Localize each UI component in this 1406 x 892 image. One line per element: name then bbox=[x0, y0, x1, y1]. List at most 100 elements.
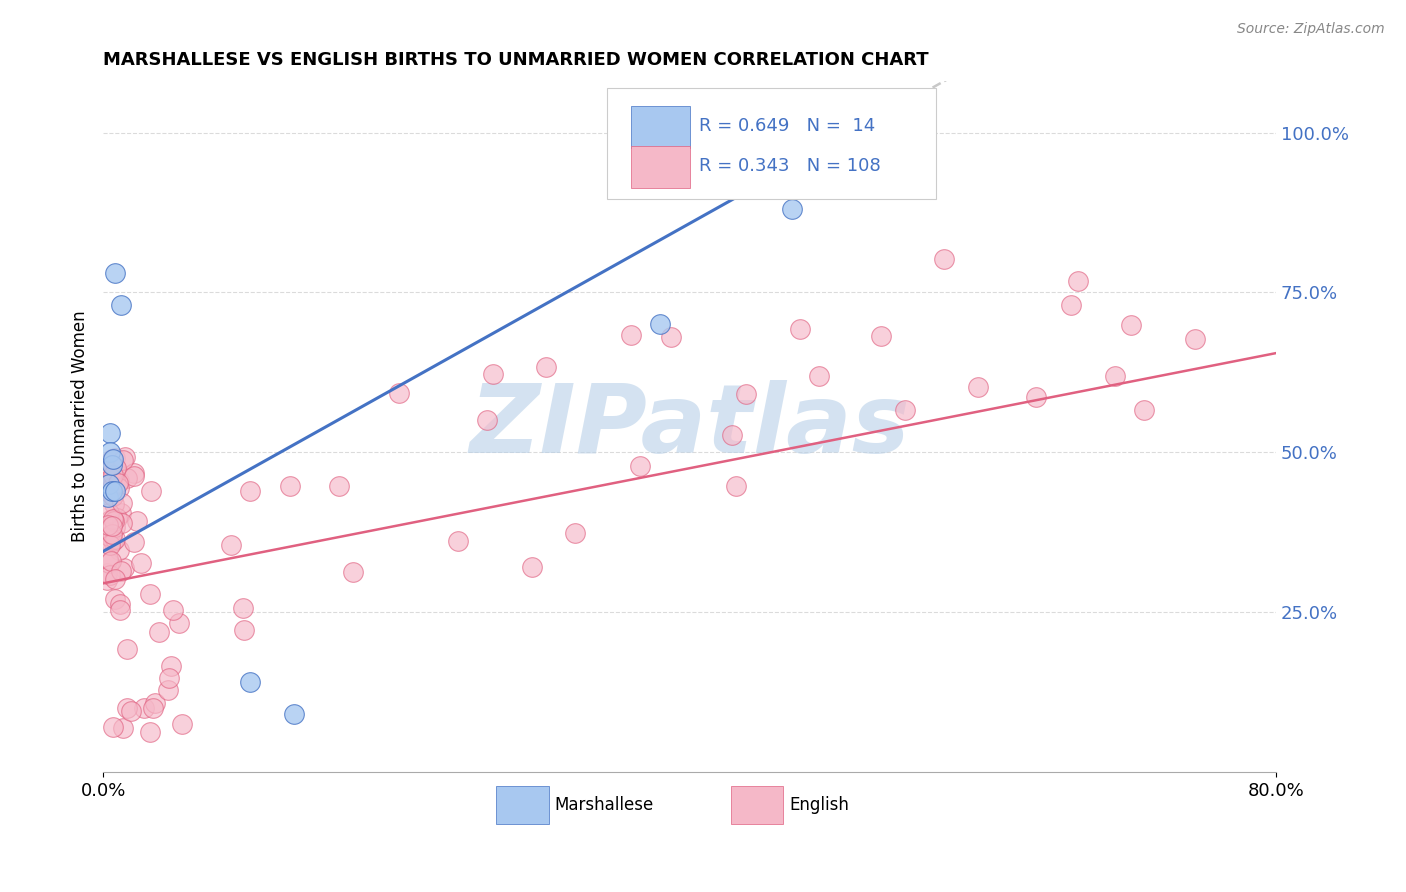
Point bbox=[650, 318, 672, 332]
Point bbox=[387, 386, 409, 401]
Point bbox=[1133, 403, 1156, 417]
Point bbox=[735, 386, 758, 401]
FancyBboxPatch shape bbox=[731, 786, 783, 824]
Point bbox=[239, 484, 262, 499]
Point bbox=[129, 556, 152, 570]
Point bbox=[143, 696, 166, 710]
Point bbox=[100, 554, 122, 568]
Point bbox=[101, 483, 124, 497]
Point bbox=[101, 720, 124, 734]
Point bbox=[893, 403, 915, 417]
Point bbox=[170, 716, 193, 731]
Point bbox=[115, 642, 138, 657]
Point bbox=[110, 506, 132, 520]
Point bbox=[169, 616, 191, 631]
Point bbox=[97, 557, 120, 571]
Point bbox=[97, 518, 120, 533]
Point bbox=[103, 592, 125, 607]
Point bbox=[808, 369, 831, 384]
Point bbox=[108, 597, 131, 611]
Point bbox=[103, 471, 125, 485]
Point bbox=[104, 483, 127, 498]
Point bbox=[97, 552, 120, 566]
Point bbox=[101, 468, 124, 483]
Point bbox=[120, 704, 142, 718]
Point bbox=[139, 587, 162, 601]
Point bbox=[724, 479, 747, 493]
Text: Source: ZipAtlas.com: Source: ZipAtlas.com bbox=[1237, 22, 1385, 37]
Point bbox=[96, 566, 118, 581]
Point bbox=[789, 321, 811, 335]
Point bbox=[122, 469, 145, 483]
Point bbox=[104, 266, 127, 280]
Point bbox=[104, 520, 127, 534]
Text: ZIPatlas: ZIPatlas bbox=[470, 380, 910, 473]
Point bbox=[108, 543, 131, 558]
Point bbox=[96, 573, 118, 587]
Point bbox=[112, 561, 135, 575]
Point bbox=[1184, 332, 1206, 346]
Point bbox=[101, 480, 124, 494]
Point bbox=[239, 675, 262, 690]
FancyBboxPatch shape bbox=[631, 145, 689, 188]
Point bbox=[1119, 318, 1142, 332]
Point bbox=[100, 425, 122, 440]
FancyBboxPatch shape bbox=[496, 786, 548, 824]
Point bbox=[1025, 390, 1047, 404]
Point bbox=[232, 600, 254, 615]
Text: R = 0.343   N = 108: R = 0.343 N = 108 bbox=[699, 157, 880, 176]
Point bbox=[112, 453, 135, 467]
Point bbox=[1066, 274, 1088, 288]
Point bbox=[138, 725, 160, 739]
Point bbox=[107, 475, 129, 490]
Text: R = 0.649   N =  14: R = 0.649 N = 14 bbox=[699, 117, 875, 136]
Point bbox=[103, 459, 125, 474]
Point bbox=[100, 568, 122, 582]
Point bbox=[98, 477, 121, 491]
Point bbox=[100, 445, 122, 459]
Point bbox=[97, 506, 120, 520]
Point bbox=[127, 514, 149, 528]
Point bbox=[101, 458, 124, 472]
Point bbox=[103, 489, 125, 503]
Point bbox=[520, 560, 543, 574]
Point bbox=[780, 202, 803, 217]
Point bbox=[219, 538, 242, 552]
Point bbox=[104, 572, 127, 586]
Point bbox=[122, 466, 145, 480]
Point bbox=[100, 452, 122, 467]
Point bbox=[111, 496, 134, 510]
Point bbox=[104, 532, 127, 546]
Y-axis label: Births to Unmarried Women: Births to Unmarried Women bbox=[72, 310, 89, 542]
Text: MARSHALLESE VS ENGLISH BIRTHS TO UNMARRIED WOMEN CORRELATION CHART: MARSHALLESE VS ENGLISH BIRTHS TO UNMARRI… bbox=[103, 51, 929, 69]
FancyBboxPatch shape bbox=[631, 105, 689, 148]
Point bbox=[104, 450, 127, 465]
Point bbox=[156, 683, 179, 698]
Point bbox=[1104, 369, 1126, 384]
Point bbox=[122, 534, 145, 549]
Point bbox=[101, 533, 124, 548]
Point bbox=[659, 330, 682, 344]
Point bbox=[100, 471, 122, 485]
Point bbox=[620, 328, 643, 343]
Point bbox=[114, 450, 136, 464]
Point bbox=[142, 701, 165, 715]
Point bbox=[98, 538, 121, 552]
Point bbox=[105, 461, 128, 475]
Point bbox=[157, 671, 180, 685]
Text: English: English bbox=[789, 797, 849, 814]
Point bbox=[107, 482, 129, 496]
Point bbox=[967, 380, 990, 394]
Point bbox=[101, 512, 124, 526]
Point bbox=[139, 484, 162, 499]
Point bbox=[96, 490, 118, 504]
Point bbox=[101, 519, 124, 533]
Point bbox=[134, 700, 156, 714]
Point bbox=[103, 514, 125, 528]
Point bbox=[1060, 298, 1083, 312]
Point bbox=[96, 478, 118, 492]
Point bbox=[108, 602, 131, 616]
Text: Marshallese: Marshallese bbox=[555, 797, 654, 814]
Point bbox=[564, 526, 586, 541]
Point bbox=[108, 474, 131, 488]
